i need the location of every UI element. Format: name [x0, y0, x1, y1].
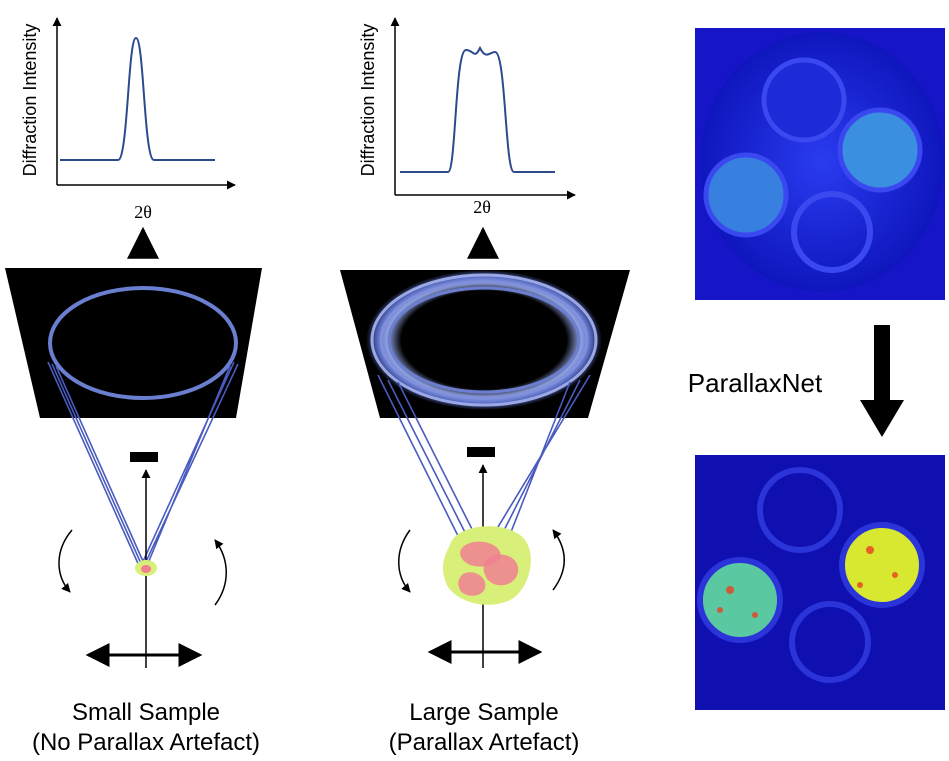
- output-image: [695, 455, 945, 710]
- caption: Small Sample: [72, 699, 220, 726]
- caption: (No Parallax Artefact): [32, 729, 260, 756]
- input-image: [695, 28, 945, 300]
- panel-large: Diffraction Intensity 2θ Large Sample (P…: [340, 17, 630, 756]
- panel-small: Diffraction Intensity 2θ Small Sample (N…: [5, 17, 262, 756]
- x-label: 2θ: [134, 202, 152, 222]
- caption: (Parallax Artefact): [389, 729, 580, 756]
- y-label: Diffraction Intensity: [358, 24, 378, 177]
- arrow-label: ParallaxNet: [688, 368, 823, 398]
- y-label: Diffraction Intensity: [20, 24, 40, 177]
- caption: Large Sample: [409, 699, 558, 726]
- x-label: 2θ: [473, 197, 491, 217]
